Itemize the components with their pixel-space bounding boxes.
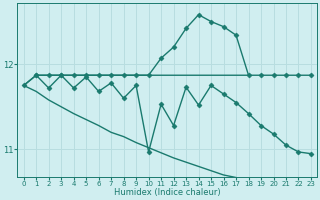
X-axis label: Humidex (Indice chaleur): Humidex (Indice chaleur) xyxy=(114,188,221,197)
